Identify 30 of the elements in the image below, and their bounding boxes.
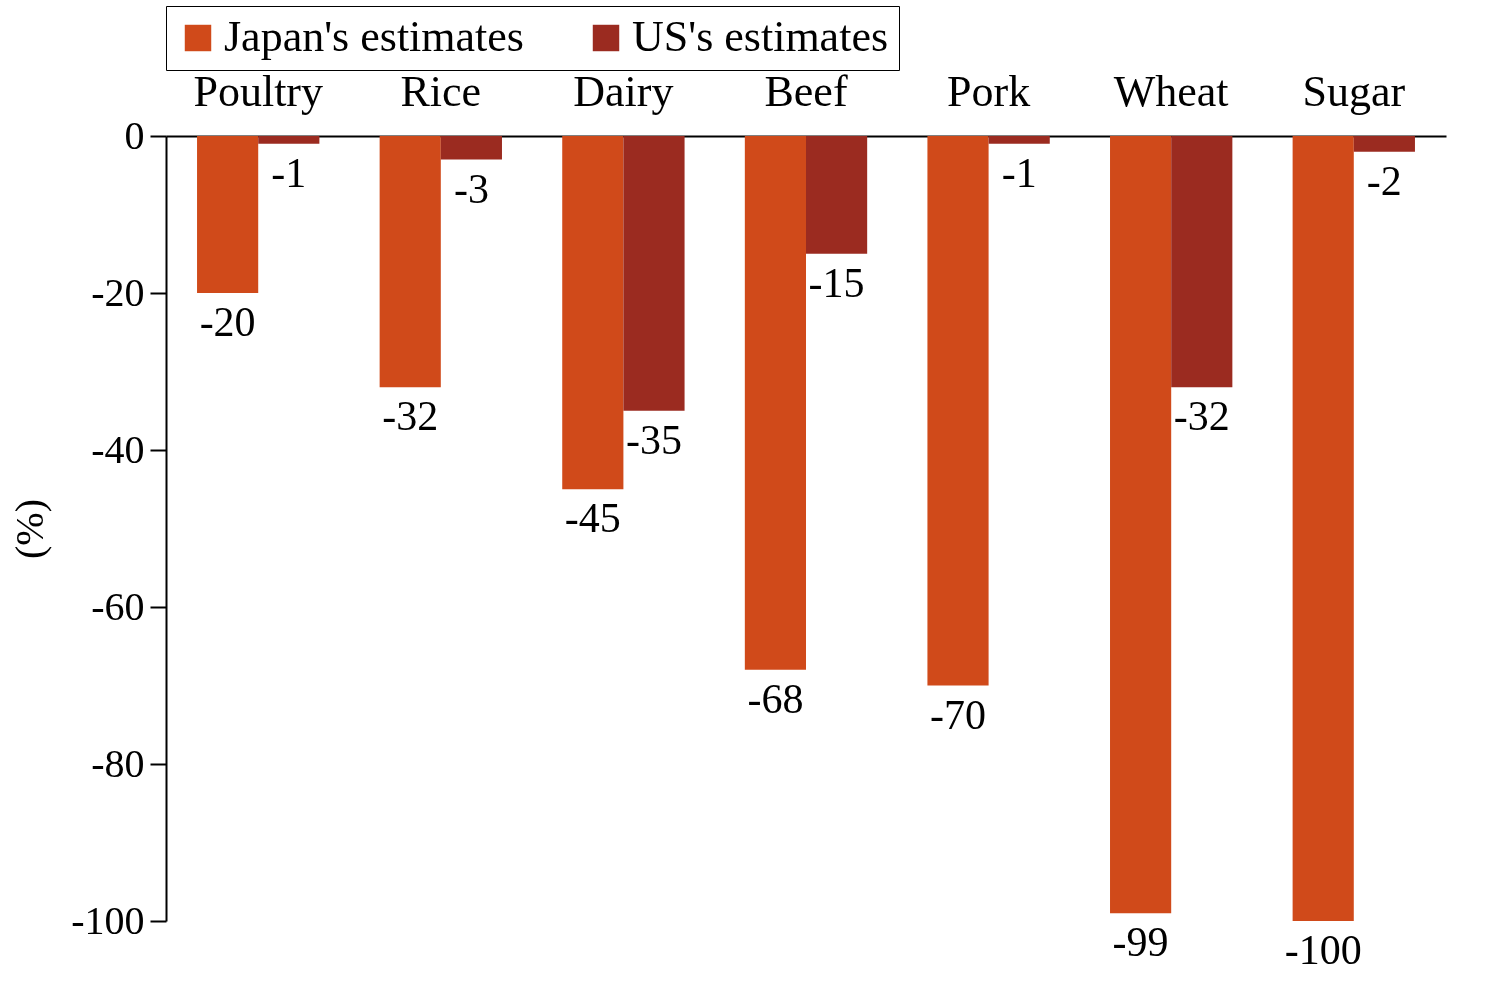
data-label: -20 [199, 299, 256, 345]
x-tick-label: Pork [947, 66, 1031, 116]
x-tick-label: Dairy [573, 66, 674, 116]
y-tick-label: -60 [91, 583, 145, 629]
legend-label: US's estimates [632, 12, 889, 61]
data-label: -2 [1366, 157, 1402, 204]
data-label: -45 [564, 495, 621, 542]
x-tick-label: Wheat [1113, 66, 1229, 116]
y-tick-label: -100 [71, 897, 145, 943]
data-label: -32 [1173, 393, 1230, 440]
data-label: -3 [453, 165, 489, 212]
data-label: -68 [747, 675, 804, 722]
data-label: -1 [1001, 149, 1037, 196]
data-label: -99 [1112, 919, 1169, 966]
data-label: -15 [808, 259, 865, 306]
y-tick-label: -40 [91, 426, 145, 472]
legend-label: Japan's estimates [224, 12, 524, 61]
x-tick-label: Beef [764, 66, 848, 116]
data-label: -32 [382, 393, 439, 440]
y-tick-label: -20 [91, 269, 145, 315]
x-tick-label: Rice [400, 66, 482, 116]
x-tick-label: Poultry [193, 66, 323, 116]
y-axis-title: (%) [7, 499, 53, 559]
data-label: -100 [1284, 927, 1362, 973]
y-tick-label: -80 [91, 740, 145, 786]
data-label: -35 [625, 416, 682, 463]
data-label: -1 [271, 149, 307, 196]
y-tick-label: 0 [124, 112, 145, 158]
data-label: -70 [930, 691, 987, 738]
x-tick-label: Sugar [1302, 66, 1406, 116]
